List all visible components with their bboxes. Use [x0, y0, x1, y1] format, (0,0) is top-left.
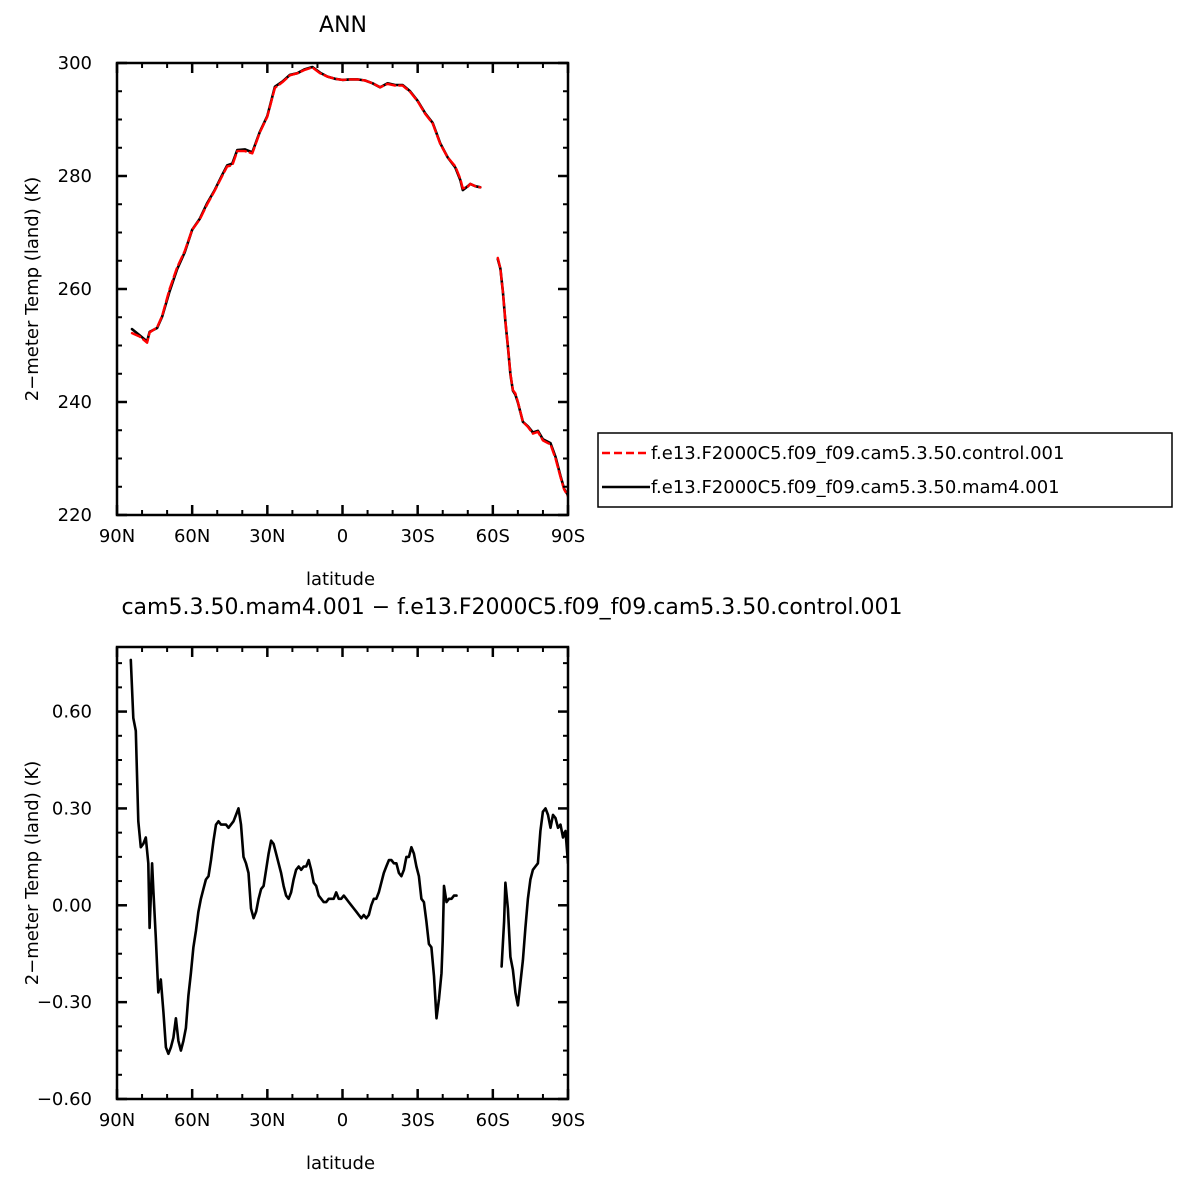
bottom-ytick-label: 0.30 [52, 798, 92, 819]
bottom-x-axis-label: latitude [306, 1153, 375, 1174]
top-xtick-label: 90N [99, 526, 135, 547]
bottom-xtick-label: 60S [476, 1110, 510, 1131]
bottom-xtick-label: 90N [99, 1110, 135, 1131]
top-xtick-label: 60S [476, 526, 510, 547]
bottom-xtick-label: 60N [174, 1110, 210, 1131]
top-plot-frame [115, 61, 570, 517]
bottom-ytick-label: −0.60 [37, 1089, 92, 1110]
bottom-series-mam4-line-0 [129, 658, 458, 1056]
bottom-xtick-label: 0 [337, 1110, 348, 1131]
bottom-chart-title: cam5.3.50.mam4.001 − f.e13.F2000C5.f09_f… [121, 595, 902, 620]
top-ytick-label: 240 [58, 392, 92, 413]
bottom-xtick-label: 30S [400, 1110, 434, 1131]
top-xtick-label: 0 [337, 526, 348, 547]
legend: f.e13.F2000C5.f09_f09.cam5.3.50.control.… [597, 432, 1173, 508]
top-xtick-label: 30N [249, 526, 285, 547]
top-series-control-line-1 [496, 256, 568, 498]
top-ytick-label: 300 [58, 53, 92, 74]
bottom-panel-difference: cam5.3.50.mam4.001 − f.e13.F2000C5.f09_f… [0, 595, 903, 1174]
top-series-group [130, 65, 568, 498]
legend-box [597, 432, 1173, 508]
bottom-ylabel-mask [0, 642, 22, 1104]
top-ytick-label: 220 [58, 505, 92, 526]
bottom-xtick-label: 30N [249, 1110, 285, 1131]
top-series-mam4-line-0 [130, 65, 482, 343]
legend-label-control: f.e13.F2000C5.f09_f09.cam5.3.50.control.… [651, 443, 1064, 464]
top-xtick-label: 60N [174, 526, 210, 547]
top-ytick-label: 280 [58, 166, 92, 187]
top-x-axis-label: latitude [306, 569, 375, 590]
top-xtick-label: 30S [400, 526, 434, 547]
top-xtick-label: 90S [551, 526, 585, 547]
top-ytick-label: 260 [58, 279, 92, 300]
bottom-xtick-label: 90S [551, 1110, 585, 1131]
top-series-control-line-0 [130, 66, 482, 344]
top-y-axis-label: 2−meter Temp (land) (K) [22, 177, 43, 402]
top-series-mam4-line-1 [496, 257, 568, 497]
bottom-y-axis-label: 2−meter Temp (land) (K) [22, 761, 43, 986]
bottom-ytick-label: −0.30 [37, 992, 92, 1013]
top-chart-title: ANN [319, 13, 367, 38]
legend-label-mam4: f.e13.F2000C5.f09_f09.cam5.3.50.mam4.001 [651, 477, 1060, 498]
top-panel-temperature: ANN 90N 60N 30N 0 30S 60S 90S 220 240 260 280 300 lat… [22, 13, 585, 590]
bottom-ytick-label: 0.60 [52, 702, 92, 723]
bottom-series-mam4-line-1 [500, 807, 568, 1007]
bottom-series-group [129, 658, 568, 1056]
bottom-ytick-label: 0.00 [52, 895, 92, 916]
